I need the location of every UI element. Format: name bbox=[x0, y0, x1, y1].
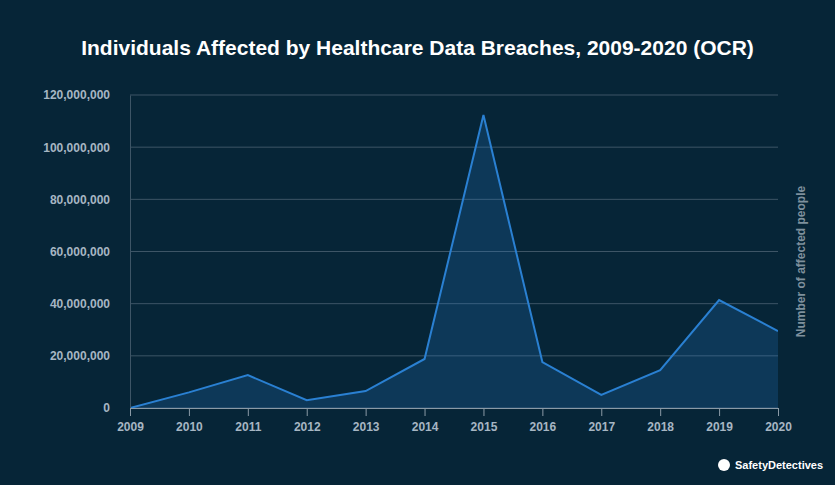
logo: SafetyDetectives bbox=[718, 459, 823, 471]
grid-line bbox=[130, 199, 778, 200]
x-tick-label: 2012 bbox=[294, 420, 321, 434]
x-tick: 2019 bbox=[706, 408, 733, 434]
background bbox=[0, 0, 835, 485]
x-tick-label: 2019 bbox=[706, 420, 733, 434]
x-tick-label: 2016 bbox=[530, 420, 557, 434]
x-tick: 2015 bbox=[471, 408, 498, 434]
y-tick-label: 0 bbox=[103, 401, 110, 415]
line bbox=[130, 115, 778, 408]
y-tick-label: 40,000,000 bbox=[50, 297, 110, 311]
x-tick-mark bbox=[189, 408, 190, 416]
title: Individuals Affected by Healthcare Data … bbox=[81, 36, 754, 59]
x-tick-label: 2018 bbox=[647, 420, 674, 434]
x-tick-mark bbox=[483, 408, 484, 416]
x-tick-label: 2010 bbox=[176, 420, 203, 434]
x-tick-label: 2020 bbox=[765, 420, 792, 434]
y-tick: 0 bbox=[103, 401, 130, 415]
x-tick: 2009 bbox=[117, 408, 144, 434]
x-tick: 2010 bbox=[176, 408, 203, 434]
x-tick-mark bbox=[778, 408, 779, 416]
y-tick: 100,000,000 bbox=[43, 141, 130, 155]
x-tick-label: 2013 bbox=[353, 420, 380, 434]
x-tick-mark bbox=[719, 408, 720, 416]
y-tick-label: 80,000,000 bbox=[50, 193, 110, 207]
x-tick-label: 2015 bbox=[471, 420, 498, 434]
x-tick-mark bbox=[425, 408, 426, 416]
x-tick-mark bbox=[130, 408, 131, 416]
x-tick-label: 2009 bbox=[117, 420, 144, 434]
y-tick: 40,000,000 bbox=[50, 297, 130, 311]
axis-title: Number of affected people bbox=[794, 186, 808, 338]
logo-text: SafetyDetectives bbox=[735, 459, 823, 471]
x-axis-line bbox=[131, 409, 779, 417]
x-tick-mark bbox=[660, 408, 661, 416]
x-tick-mark bbox=[601, 408, 602, 416]
y-axis-line bbox=[130, 96, 131, 409]
x-tick: 2018 bbox=[647, 408, 674, 434]
x-tick: 2012 bbox=[294, 408, 321, 434]
grid-line bbox=[130, 95, 778, 96]
y-axis: 0 20,000,000 40,000,000 60,000,000 80,000,00… bbox=[43, 88, 130, 415]
x-tick-label: 2014 bbox=[412, 420, 439, 434]
plot: 0 20,000,000 40,000,000 60,000,000 80,000,00… bbox=[43, 88, 792, 433]
y-tick: 80,000,000 bbox=[50, 193, 130, 207]
grid-line bbox=[130, 147, 778, 148]
y-tick: 60,000,000 bbox=[50, 245, 130, 259]
grid bbox=[130, 95, 778, 408]
x-tick: 2011 bbox=[235, 408, 261, 434]
x-tick: 2020 bbox=[765, 408, 792, 434]
area bbox=[130, 115, 778, 408]
x-tick-label: 2017 bbox=[588, 420, 615, 434]
x-tick-mark bbox=[542, 408, 543, 416]
x-axis: 2009 2010 2011 2012 2013 2014 2015 2016 2017 2018… bbox=[117, 408, 792, 434]
marks bbox=[130, 115, 778, 408]
y-tick-label: 20,000,000 bbox=[50, 349, 110, 363]
y-tick: 120,000,000 bbox=[43, 88, 130, 102]
x-tick-mark bbox=[366, 408, 367, 416]
x-tick: 2013 bbox=[353, 408, 380, 434]
x-tick-mark bbox=[248, 408, 249, 416]
x-tick: 2016 bbox=[530, 408, 557, 434]
x-tick: 2017 bbox=[588, 408, 615, 434]
x-tick: 2014 bbox=[412, 408, 439, 434]
y-tick-label: 100,000,000 bbox=[43, 141, 110, 155]
y-tick-label: 60,000,000 bbox=[50, 245, 110, 259]
y-tick: 20,000,000 bbox=[50, 349, 130, 363]
x-tick-label: 2011 bbox=[235, 420, 261, 434]
logo-icon bbox=[718, 459, 730, 471]
x-tick-mark bbox=[307, 408, 308, 416]
y-tick-label: 120,000,000 bbox=[43, 88, 110, 102]
chart: 0 20,000,000 40,000,000 60,000,000 80,000,00… bbox=[0, 0, 835, 485]
